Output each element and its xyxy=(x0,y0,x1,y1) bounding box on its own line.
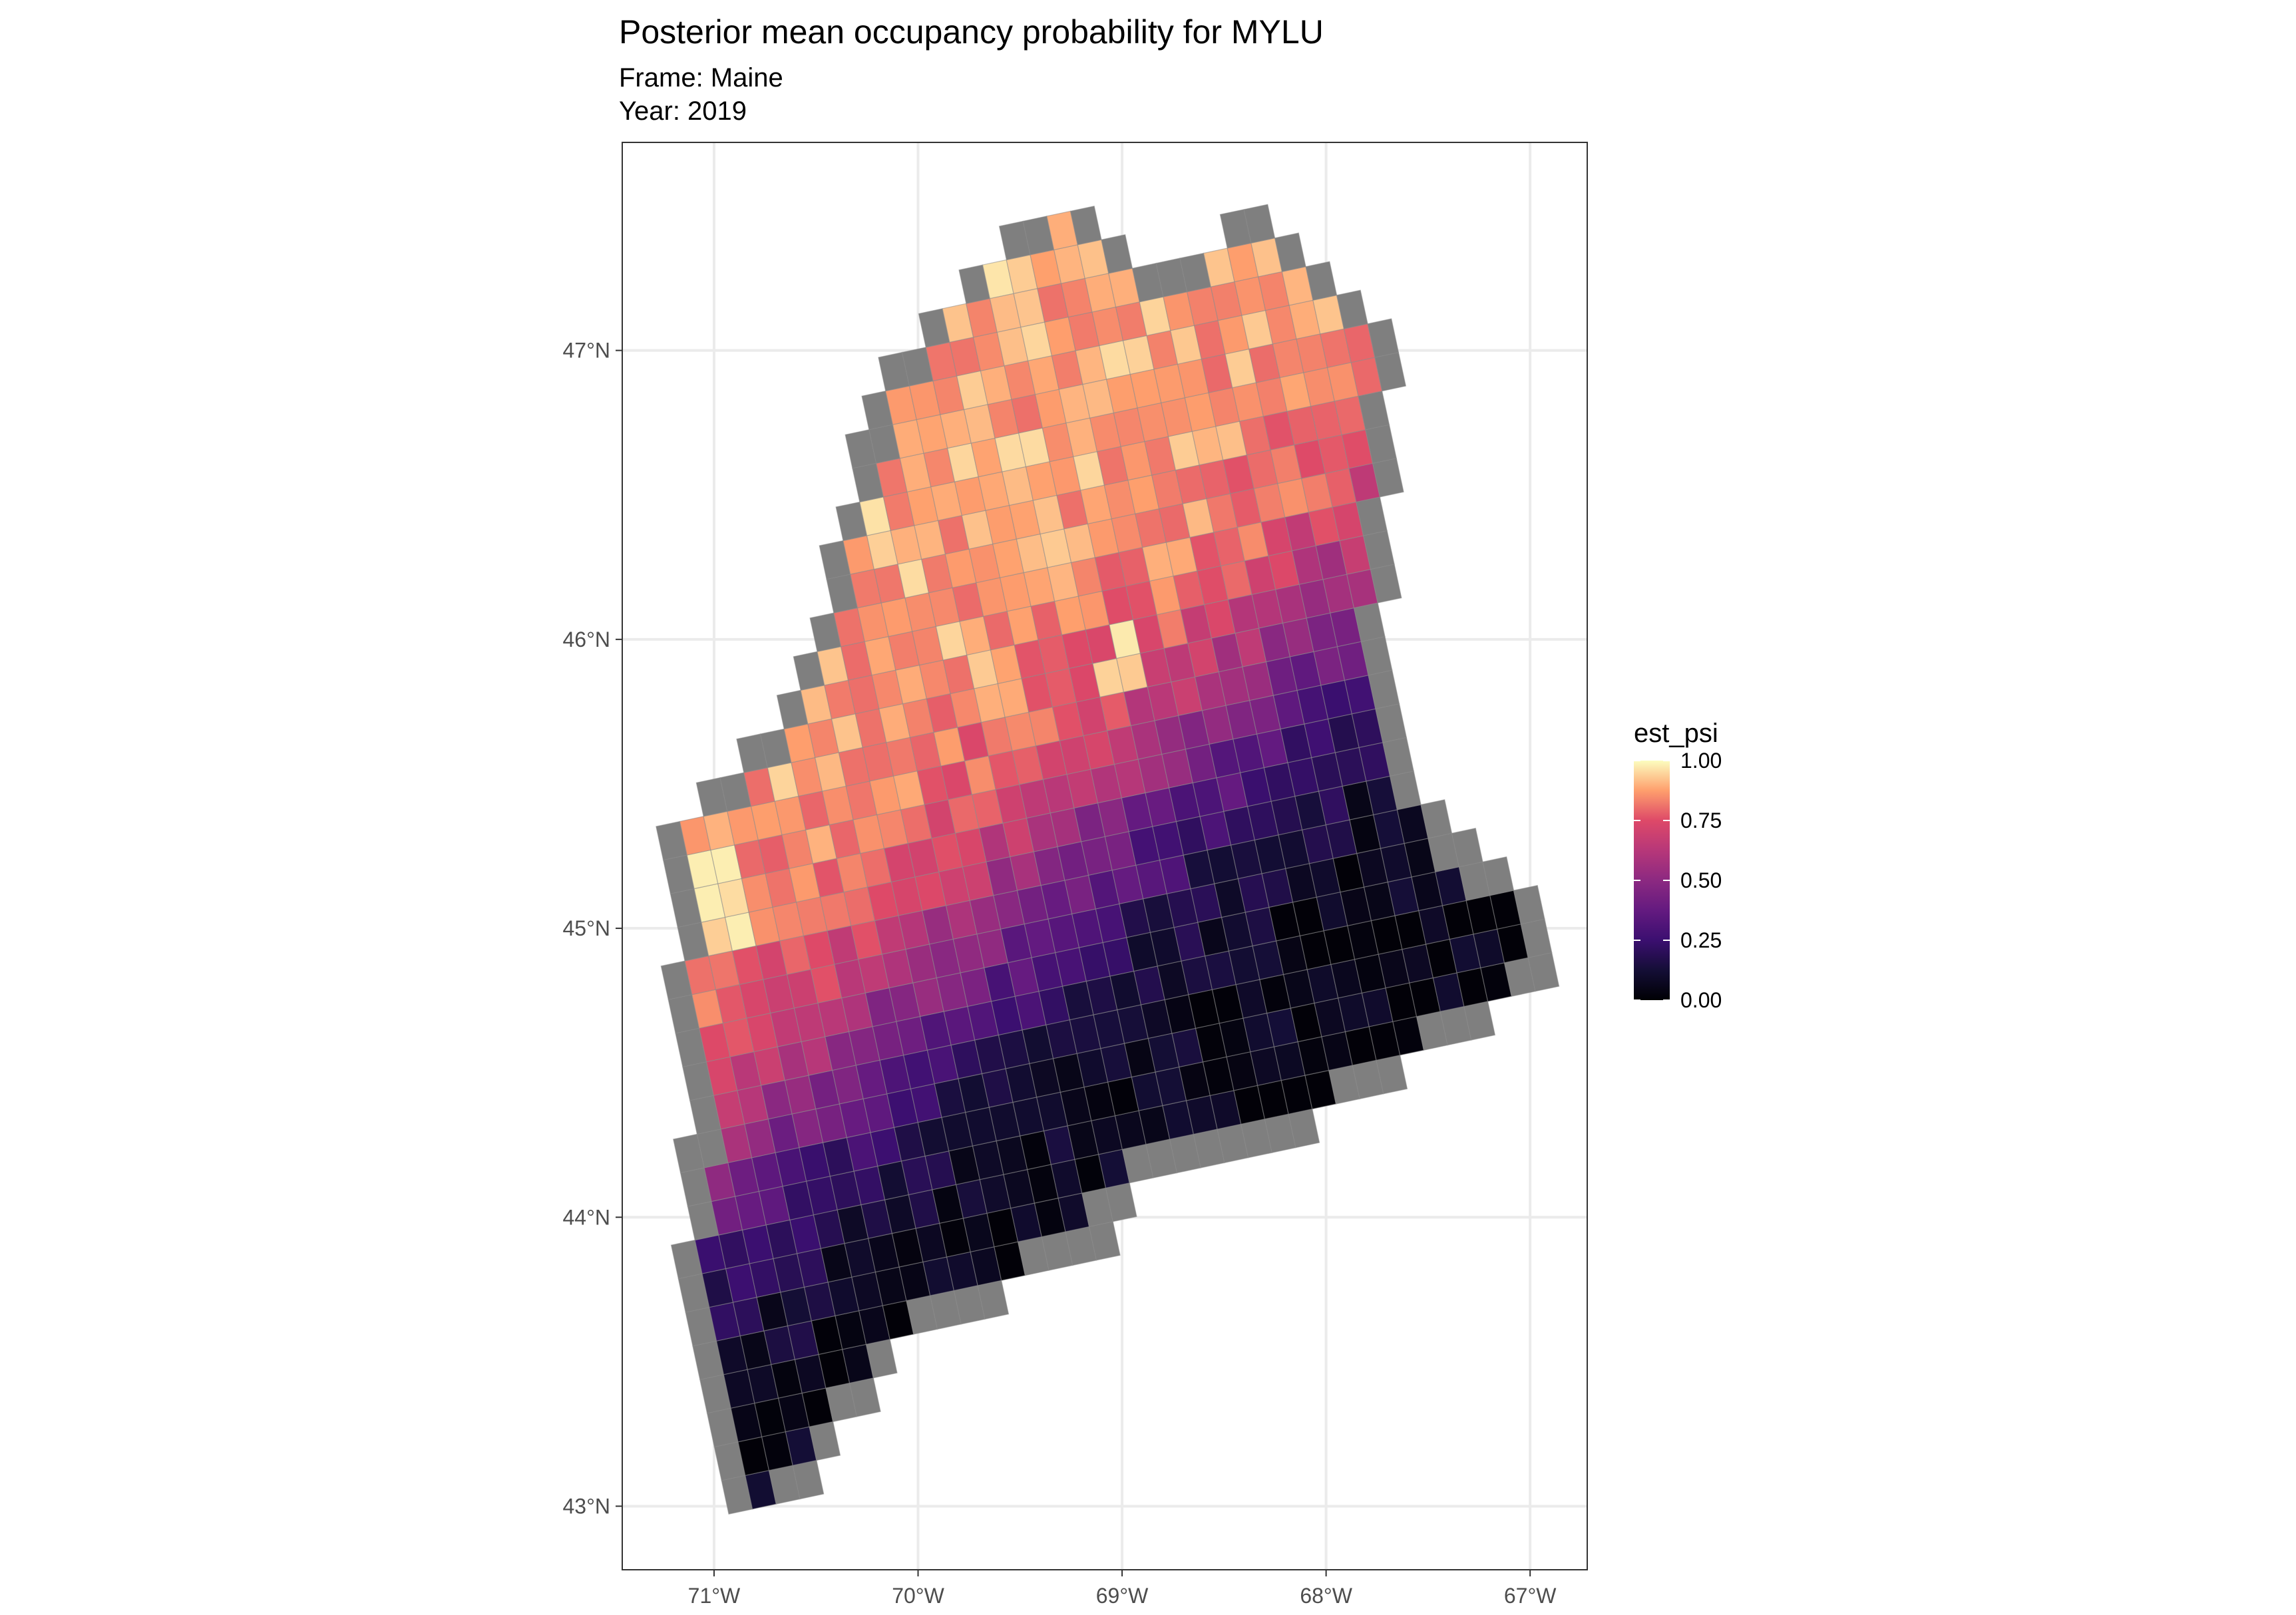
legend-tick-label: 0.00 xyxy=(1680,988,1722,1012)
x-tick-label: 70°W xyxy=(892,1584,944,1608)
y-tick-label: 44°N xyxy=(563,1205,611,1229)
panel-border xyxy=(622,142,1588,1570)
na-cell xyxy=(1420,799,1453,839)
y-tick-label: 46°N xyxy=(563,628,611,651)
na-cell xyxy=(1305,261,1338,301)
chart-subtitle-year: Year: 2019 xyxy=(619,96,747,126)
chart-subtitle-frame: Frame: Maine xyxy=(619,63,783,92)
y-tick-label: 43°N xyxy=(563,1494,611,1518)
legend-tick-label: 0.50 xyxy=(1680,868,1722,892)
y-tick-label: 45°N xyxy=(563,916,611,940)
y-axis: 43°N 44°N 45°N 46°N 47°N xyxy=(563,339,622,1518)
x-tick-label: 71°W xyxy=(688,1584,741,1608)
legend-ticks: 0.00 0.25 0.50 0.75 1.00 xyxy=(1634,749,1722,1012)
na-cell xyxy=(1367,318,1400,358)
x-tick-label: 68°W xyxy=(1300,1584,1352,1608)
na-cell xyxy=(1243,204,1276,244)
na-cell xyxy=(1513,884,1545,925)
na-cell xyxy=(1069,205,1102,246)
x-tick-label: 69°W xyxy=(1096,1584,1149,1608)
legend-tick-label: 0.75 xyxy=(1680,808,1722,832)
na-cell xyxy=(1336,289,1368,329)
x-tick-label: 67°W xyxy=(1504,1584,1557,1608)
legend-tick-label: 0.25 xyxy=(1680,928,1722,952)
legend: est_psi 0.00 0.25 0.50 0.75 1.00 xyxy=(1634,719,1722,1012)
occupancy-cells xyxy=(656,204,1560,1515)
na-cell xyxy=(1451,827,1483,868)
na-cell xyxy=(1274,232,1306,273)
legend-title: est_psi xyxy=(1634,719,1718,748)
x-axis: 71°W 70°W 69°W 68°W 67°W xyxy=(688,1570,1557,1608)
y-tick-label: 47°N xyxy=(563,339,611,363)
na-cell xyxy=(1482,856,1515,896)
chart-title: Posterior mean occupancy probability for… xyxy=(619,13,1324,51)
legend-tick-label: 1.00 xyxy=(1680,749,1722,773)
na-cell xyxy=(1101,234,1133,274)
